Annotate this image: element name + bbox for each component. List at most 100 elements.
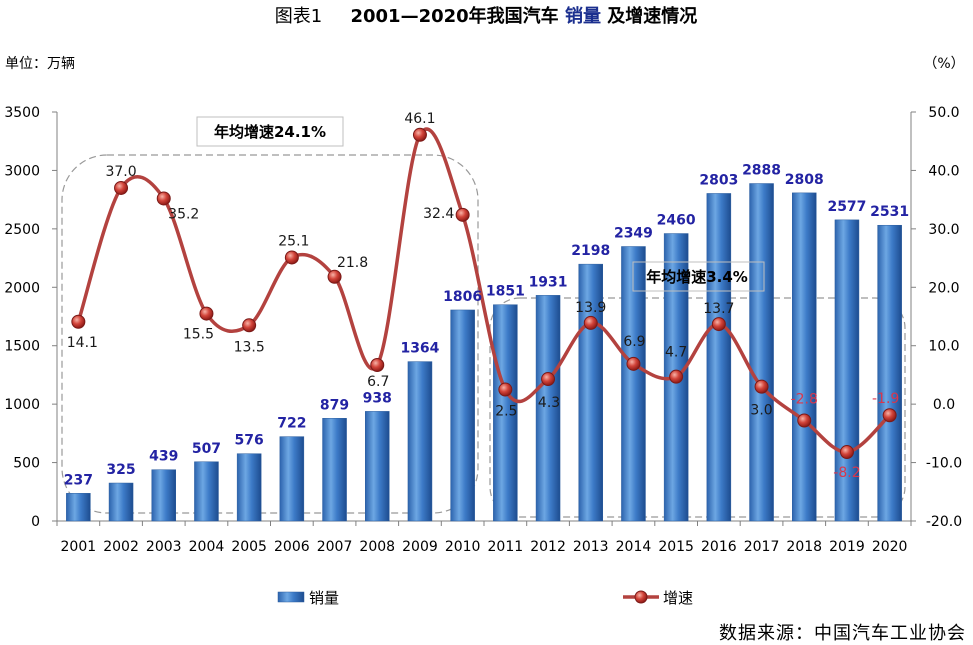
y-left-tick-label: 1500 [4,339,40,355]
y-left-unit-label: 单位：万辆 [5,56,75,72]
growth-label-2005: 13.5 [234,339,265,355]
growth-marker-2010 [455,207,470,222]
growth-marker-2011 [498,382,513,397]
bar-label-2010: 1806 [443,289,482,305]
bar-2014 [621,246,646,522]
annotation-box [196,116,344,147]
bar-2001 [66,493,91,522]
growth-marker-2001 [71,314,86,329]
bar-2013 [578,263,603,522]
y-right-tick-label: 20.0 [928,280,959,296]
legend-item-growth: 增速 [623,589,693,607]
x-tick-label-2010: 2010 [445,539,481,555]
period-boxes [61,154,906,518]
legend-swatch-bar [277,591,305,603]
growth-label-2002: 37.0 [105,164,136,180]
x-tick-label-2018: 2018 [786,539,822,555]
chart-title-before: 2001—2020年我国汽车 [350,5,558,27]
growth-label-2007: 21.8 [337,255,368,271]
bar-label-2006: 722 [277,416,306,432]
annotation-second-decade: 年均增速3.4% [632,261,765,292]
y-left-tick-label: 2500 [4,222,40,238]
x-tick-label-2017: 2017 [744,539,780,555]
bar-label-2011: 1851 [486,284,525,300]
y-left-tick-label: 1000 [4,397,40,413]
growth-marker-2013 [583,315,598,330]
growth-label-2009: 46.1 [404,111,435,127]
legend-label-sales: 销量 [309,589,339,607]
x-tick-label-2007: 2007 [317,539,353,555]
annotation-box [632,261,765,292]
growth-marker-2019 [839,445,854,460]
growth-line-group [71,127,897,460]
bar-label-2005: 576 [235,433,264,449]
bar-2005 [236,453,262,522]
growth-marker-2007 [327,269,342,284]
growth-label-2011: 2.5 [495,404,517,420]
growth-marker-2003 [156,191,171,206]
bar-2006 [279,436,305,522]
bar-2007 [322,418,347,522]
growth-label-2010: 32.4 [423,206,454,222]
x-tick-label-2019: 2019 [829,539,865,555]
y-right-tick-label: 30.0 [928,222,959,238]
bar-2010 [450,309,475,522]
x-tick-label-2016: 2016 [701,539,737,555]
y-left-tick-label: 500 [13,456,40,472]
growth-label-2020: -1.9 [872,391,899,407]
growth-label-2015: 4.7 [665,345,687,361]
x-tick-label-2014: 2014 [616,539,652,555]
bar-label-2002: 325 [106,462,135,478]
y-right-tick-label: -10.0 [926,456,962,472]
bar-label-2003: 439 [149,449,178,465]
bar-label-2001: 237 [64,472,93,488]
growth-label-2008: 6.7 [367,374,389,390]
x-tick-label-2003: 2003 [146,539,182,555]
growth-marker-2018 [797,413,812,428]
chart-title-label: 图表1 [275,6,322,27]
bar-label-2019: 2577 [827,199,866,215]
x-tick-label-2008: 2008 [359,539,395,555]
legend: 销量 增速 [277,589,693,607]
growth-label-2014: 6.9 [623,334,645,350]
y-right-tick-label: 50.0 [928,105,959,121]
bar-2003 [151,469,176,522]
y-right-unit-label: （%） [923,56,964,72]
data-source: 数据来源：中国汽车工业协会 [719,623,966,644]
chart-title: 图表1 2001—2020年我国汽车 销量 及增速情况 [275,5,698,27]
annotation-first-decade: 年均增速24.1% [196,116,344,147]
y-left-tick-label: 3500 [4,105,40,121]
x-tick-label-2004: 2004 [189,539,225,555]
bar-2016 [706,193,732,522]
x-tick-label-2009: 2009 [402,539,438,555]
bar-2002 [108,482,134,522]
y-right-tick-label: -20.0 [926,514,962,530]
bar-label-2013: 2198 [571,243,610,259]
growth-label-2017: 3.0 [750,403,772,419]
growth-marker-2004 [199,306,214,321]
growth-marker-2002 [114,180,129,195]
x-tick-label-2015: 2015 [658,539,694,555]
annotation-text: 年均增速3.4% [646,268,748,286]
growth-marker-2015 [669,369,684,384]
growth-marker-2012 [541,372,556,387]
y-right-tick-label: 10.0 [928,339,959,355]
bar-2009 [407,361,433,522]
legend-item-sales: 销量 [277,589,339,607]
y-left-tick-label: 0 [31,514,40,530]
growth-label-2003: 35.2 [168,206,199,222]
growth-marker-2014 [626,356,641,371]
bar-label-2014: 2349 [614,226,653,242]
growth-label-2019: -8.2 [833,465,860,481]
annotation-text: 年均增速24.1% [214,123,326,141]
bar-label-2015: 2460 [657,213,696,229]
y-right-tick-label: 40.0 [928,163,959,179]
growth-marker-2017 [754,379,769,394]
growth-marker-2009 [412,127,427,142]
growth-marker-2020 [882,408,897,423]
growth-label-2004: 15.5 [183,327,214,343]
bar-2008 [365,411,390,522]
bar-label-2018: 2808 [785,172,824,188]
sales-bars [66,183,902,522]
